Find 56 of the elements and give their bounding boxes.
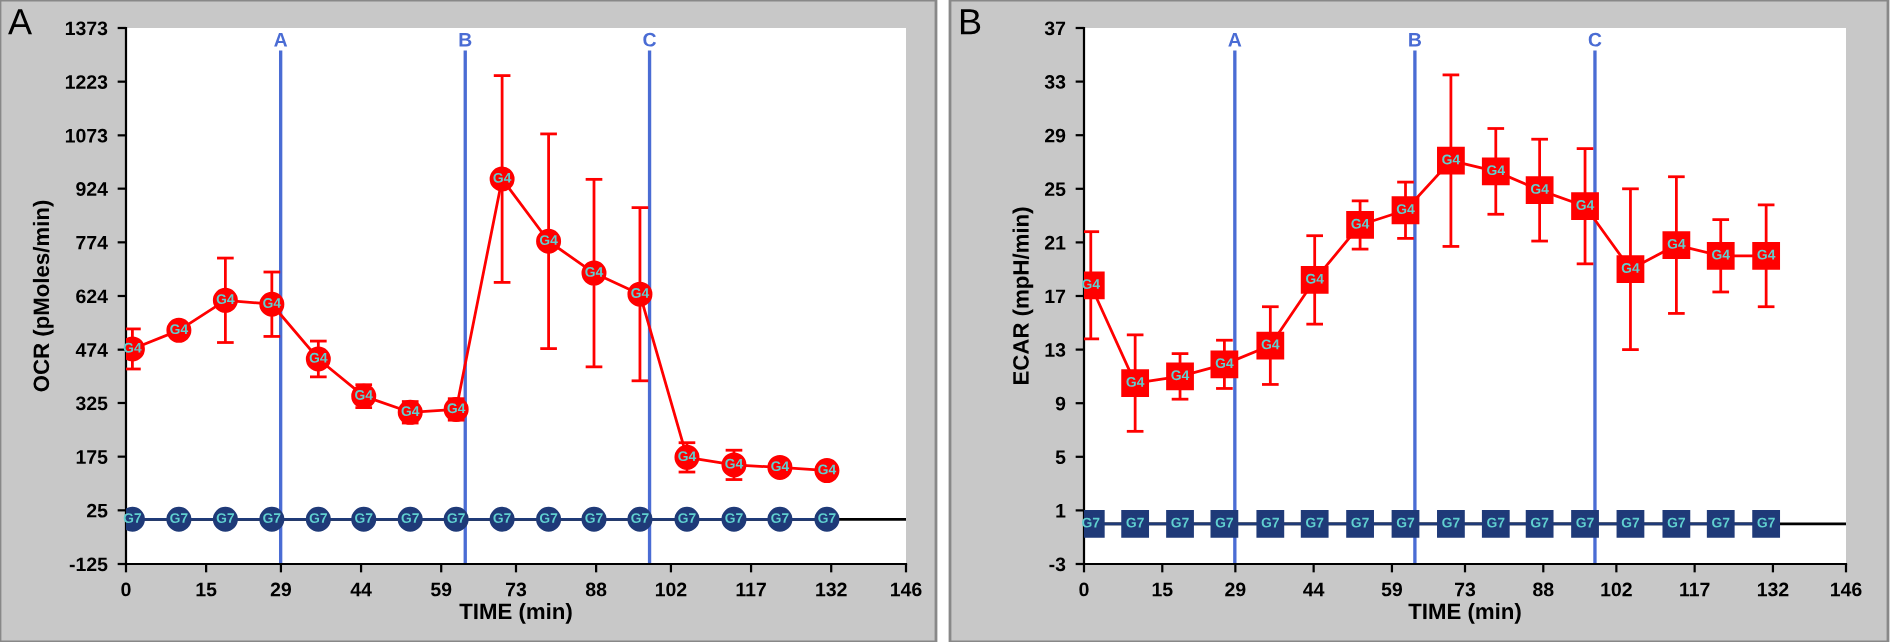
y-tick-label: 9 <box>1055 396 1066 411</box>
x-tick-label: 132 <box>816 582 847 597</box>
y-tick-label: 924 <box>76 182 108 196</box>
x-tick-label: 15 <box>196 582 217 597</box>
y-tick-label: 1 <box>1056 504 1066 518</box>
y-tick-label: 17 <box>1045 289 1066 304</box>
y-tick-label: 624 <box>76 289 108 304</box>
x-tick-label: 0 <box>1079 582 1089 597</box>
x-tick-label: 117 <box>736 582 766 597</box>
y-tick-label: 33 <box>1044 75 1066 89</box>
ref-line-label: C <box>643 32 657 47</box>
y-tick-label: 25 <box>1044 182 1066 197</box>
y-axis-title: OCR (pMoles/min) <box>32 200 54 392</box>
y-tick-label: 13 <box>1045 343 1066 357</box>
x-tick-label: 146 <box>1831 582 1862 597</box>
x-tick-label: 88 <box>1533 582 1554 597</box>
x-tick-label: 0 <box>121 582 131 597</box>
x-tick-label: 15 <box>1152 582 1173 597</box>
y-tick-label: 37 <box>1044 21 1066 36</box>
x-tick-label: 102 <box>1601 582 1632 597</box>
y-tick-label: 29 <box>1044 128 1066 143</box>
y-tick-label: 1223 <box>65 75 108 89</box>
x-tick-label: 132 <box>1757 582 1789 597</box>
text: A <box>8 9 33 35</box>
y-tick-label: 325 <box>75 396 108 411</box>
x-tick-label: 29 <box>270 582 292 597</box>
y-tick-label: -125 <box>69 557 108 572</box>
x-tick-label: 102 <box>655 582 687 597</box>
y-axis-title: ECAR (mpH/min) <box>1012 207 1034 385</box>
x-tick-label: 73 <box>1455 582 1476 597</box>
y-tick-label: 175 <box>76 450 108 464</box>
x-tick-label: 44 <box>1303 582 1325 597</box>
x-tick-label: 59 <box>1381 582 1403 597</box>
ref-line-label: B <box>459 33 472 47</box>
y-tick-label: 5 <box>1055 450 1066 465</box>
y-tick-label: 774 <box>76 236 108 250</box>
ref-line-label: B <box>1409 33 1422 47</box>
ref-line-label: C <box>1588 32 1602 47</box>
ref-line-label: A <box>1228 33 1242 47</box>
y-tick-label: 21 <box>1044 235 1066 250</box>
x-tick-label: 117 <box>1680 582 1710 597</box>
y-tick-label: -3 <box>1049 557 1066 572</box>
y-tick-label: 25 <box>86 503 108 518</box>
y-tick-label: 474 <box>75 343 108 357</box>
x-tick-label: 146 <box>891 582 922 597</box>
x-axis-title: TIME (min) <box>459 602 572 624</box>
x-tick-label: 73 <box>506 582 527 597</box>
x-axis-title: TIME (min) <box>1408 602 1521 624</box>
y-tick-label: 1073 <box>65 128 108 143</box>
ref-line-label: A <box>274 33 288 47</box>
x-tick-label: 59 <box>430 582 452 597</box>
y-tick-label: 1373 <box>65 21 108 36</box>
x-tick-label: 88 <box>585 582 607 597</box>
x-tick-label: 44 <box>350 582 372 597</box>
text: B <box>960 9 981 35</box>
x-tick-label: 29 <box>1225 582 1246 597</box>
